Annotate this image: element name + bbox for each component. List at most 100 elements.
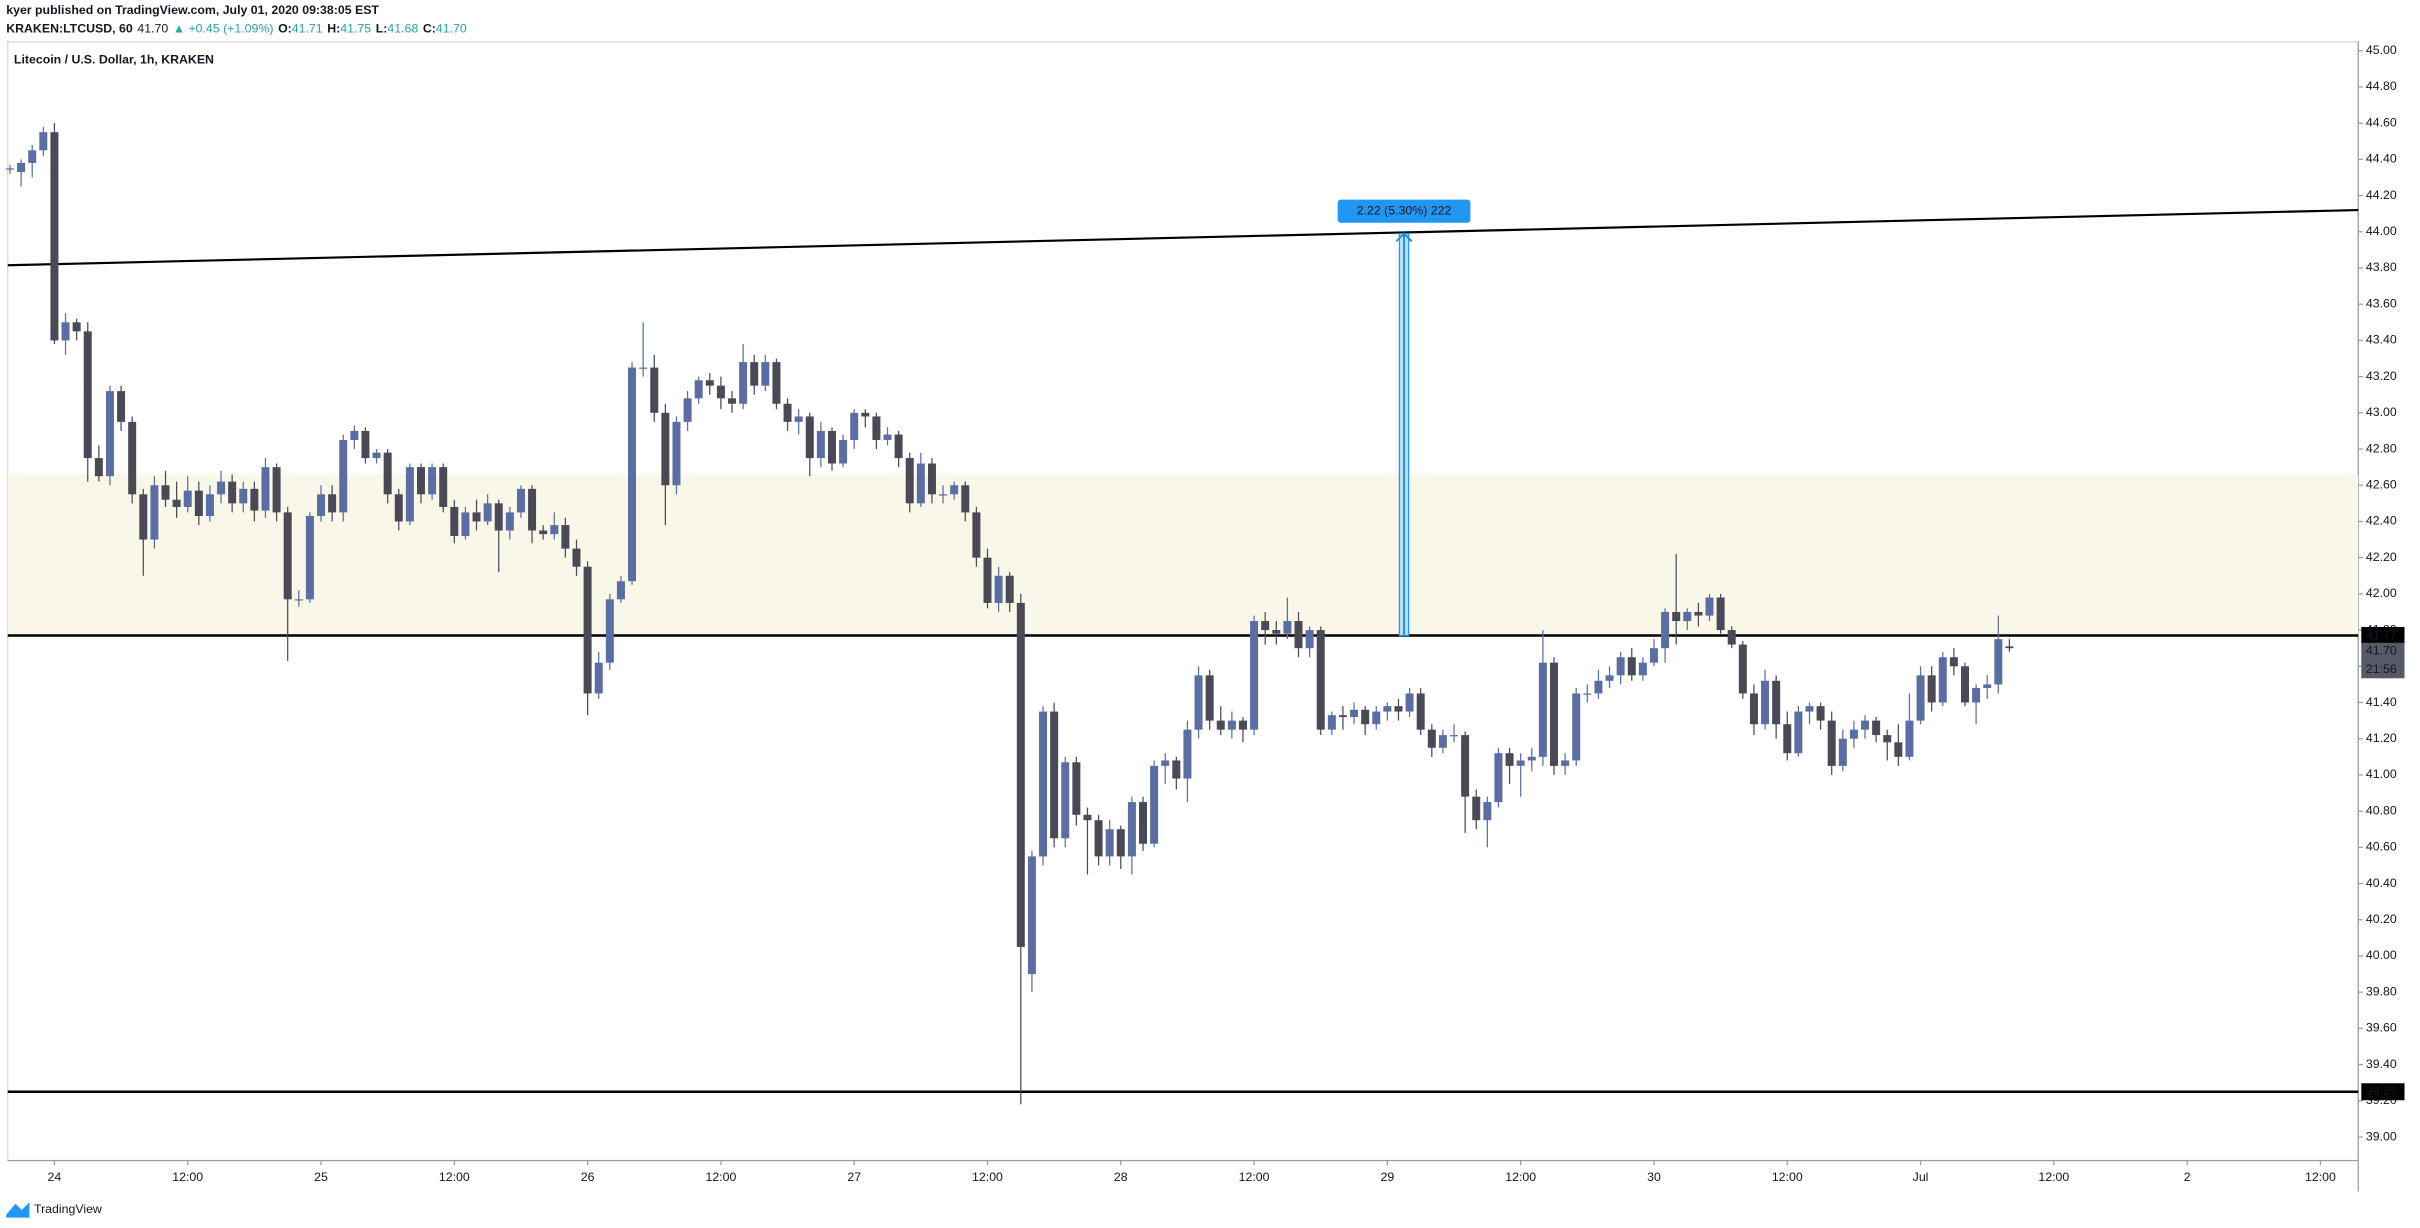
- candle-body: [516, 488, 525, 513]
- last-price-label: 41.70: [2366, 644, 2397, 658]
- candle-body: [616, 581, 625, 600]
- y-tick-label: 44.80: [2366, 79, 2397, 93]
- y-tick-label: 43.40: [2366, 333, 2397, 347]
- candle-body: [394, 494, 403, 522]
- candle-body: [672, 421, 681, 486]
- candle-body: [1350, 709, 1359, 717]
- candle-body: [683, 398, 692, 422]
- candle-body: [1594, 680, 1603, 694]
- candle-body: [816, 430, 825, 459]
- candle-body: [194, 490, 203, 517]
- x-tick-label: 25: [314, 1170, 328, 1184]
- candle-body: [1461, 735, 1470, 797]
- candle-body: [439, 467, 448, 507]
- candle-body: [1183, 729, 1192, 779]
- candle-body: [405, 467, 414, 522]
- candle-body: [639, 367, 648, 369]
- price-label-box: [2361, 1083, 2405, 1101]
- candle-body: [217, 481, 226, 495]
- candle-body: [1383, 706, 1392, 712]
- candle-body: [1738, 644, 1747, 694]
- candle-body: [861, 412, 870, 417]
- y-tick-label: 42.60: [2366, 478, 2397, 492]
- candle-body: [1883, 735, 1892, 743]
- candle-body: [250, 488, 259, 511]
- ohlc-value: 41.71: [292, 22, 323, 36]
- y-tick-label: 44.60: [2366, 115, 2397, 129]
- ohlc-label: L:: [376, 22, 388, 36]
- candle-body: [1827, 720, 1836, 766]
- measure-arrow-head: [1395, 232, 1413, 242]
- candle-body: [450, 506, 459, 536]
- candle-body: [1716, 597, 1725, 631]
- y-tick-label: 43.00: [2366, 405, 2397, 419]
- ohlc-label: H:: [327, 22, 340, 36]
- candle-body: [827, 430, 836, 464]
- candle-body: [628, 367, 637, 582]
- candle-body: [1272, 630, 1281, 634]
- candle-body: [694, 380, 703, 399]
- x-tick-label: 29: [1381, 1170, 1395, 1184]
- countdown: 21:56: [2366, 662, 2397, 676]
- y-tick-label: 39.80: [2366, 984, 2397, 998]
- x-tick-label: 30: [1647, 1170, 1661, 1184]
- measure-label-box: [1337, 199, 1471, 223]
- candle-body: [1761, 680, 1770, 725]
- candle-body: [83, 331, 92, 459]
- last-price-box: [2361, 642, 2405, 679]
- zone: [7, 474, 2359, 636]
- candle-body: [883, 434, 892, 440]
- symbol: KRAKEN:LTCUSD, 60: [6, 22, 133, 36]
- candle-body: [294, 599, 303, 601]
- candle-body: [117, 391, 126, 422]
- candle-body: [872, 416, 881, 440]
- symbol-line: KRAKEN:LTCUSD, 60 41.70 ▲ +0.45 (+1.09%) O:…: [6, 22, 467, 36]
- candle-body: [61, 322, 70, 341]
- candle-body: [761, 362, 770, 386]
- chart-title: Litecoin / U.S. Dollar, 1h, KRAKEN: [14, 52, 214, 66]
- candle-body: [1505, 753, 1514, 766]
- candle-body: [750, 362, 759, 386]
- x-tick-label: 24: [48, 1170, 62, 1184]
- candle-body: [305, 516, 314, 600]
- candle-body: [1305, 630, 1314, 649]
- candle-body: [72, 322, 81, 332]
- y-tick-label: 41.40: [2366, 695, 2397, 709]
- candle-body: [1372, 711, 1381, 725]
- candle-body: [361, 430, 370, 459]
- price-label-box: [2361, 627, 2405, 645]
- candle-body: [539, 530, 548, 535]
- ohlc-label: C:: [423, 22, 436, 36]
- candle-body: [1527, 756, 1536, 761]
- x-tick-label: 12:00: [1239, 1170, 1270, 1184]
- candle-body: [1105, 829, 1114, 857]
- y-tick-label: 42.20: [2366, 550, 2397, 564]
- candle-body: [39, 132, 48, 151]
- candle-body: [1672, 611, 1681, 622]
- candle-body: [50, 132, 59, 341]
- candle-body: [716, 385, 725, 399]
- candle-body: [1938, 657, 1947, 703]
- candle-body: [961, 485, 970, 513]
- candle-body: [550, 525, 559, 535]
- candle-body: [905, 458, 914, 504]
- candle-body: [739, 362, 748, 404]
- candle-body: [172, 499, 181, 507]
- candle-body: [1027, 856, 1036, 975]
- candle-body: [1394, 706, 1403, 712]
- candle-body: [1994, 639, 2003, 685]
- candle-body: [1960, 666, 1969, 703]
- candle-body: [161, 485, 170, 500]
- candle-body: [28, 150, 37, 163]
- candle-body: [150, 485, 159, 540]
- candle-body: [1816, 706, 1825, 721]
- candle-body: [1472, 796, 1481, 821]
- x-tick-label: 26: [581, 1170, 595, 1184]
- candle-body: [1494, 753, 1503, 803]
- candle-body: [105, 391, 114, 477]
- candle-body: [839, 439, 848, 464]
- price-label: 41.77: [2366, 628, 2397, 642]
- y-tick-label: 42.00: [2366, 586, 2397, 600]
